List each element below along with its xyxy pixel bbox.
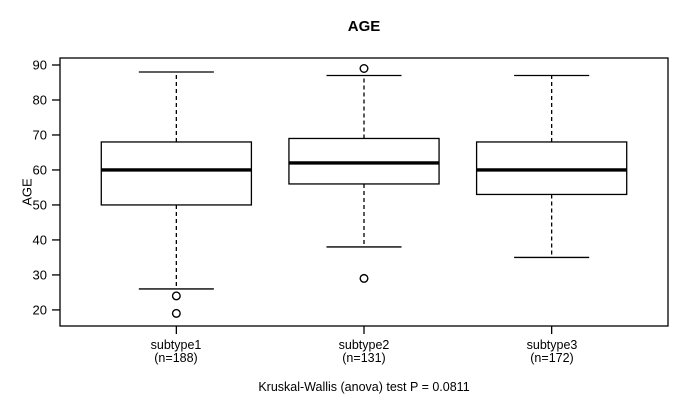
stat-test-caption: Kruskal-Wallis (anova) test P = 0.0811	[258, 380, 470, 394]
outlier-point	[171, 308, 181, 318]
chart-title: AGE	[347, 18, 381, 35]
boxplot-subtype2	[288, 63, 440, 334]
group-name: subtype3	[526, 338, 578, 352]
outlier-point	[171, 291, 181, 301]
group-n: (n=172)	[530, 351, 574, 365]
y-tick-label: 40	[33, 232, 47, 247]
iqr-box	[475, 141, 628, 196]
boxplot-subtype1	[100, 71, 253, 334]
boxplot-subtype3	[475, 74, 628, 334]
iqr-box	[288, 137, 440, 185]
x-tick-label-subtype3: subtype3 (n=172)	[527, 339, 578, 365]
outlier-point	[359, 273, 369, 283]
group-n: (n=188)	[154, 351, 198, 365]
y-tick-label: 20	[33, 302, 47, 317]
y-tick-label: 80	[33, 92, 47, 107]
y-tick-label: 30	[33, 267, 47, 282]
group-name: subtype1	[150, 338, 202, 352]
y-tick-label: 70	[33, 127, 47, 142]
iqr-box	[100, 141, 253, 206]
outlier-point	[359, 63, 369, 73]
x-tick-label-subtype1: subtype1 (n=188)	[151, 339, 202, 365]
group-name: subtype2	[338, 338, 390, 352]
y-tick-label: 50	[33, 197, 47, 212]
group-n: (n=131)	[342, 351, 386, 365]
x-tick-label-subtype2: subtype2 (n=131)	[339, 339, 390, 365]
y-tick-label: 90	[33, 57, 47, 72]
y-tick-label: 60	[33, 162, 47, 177]
